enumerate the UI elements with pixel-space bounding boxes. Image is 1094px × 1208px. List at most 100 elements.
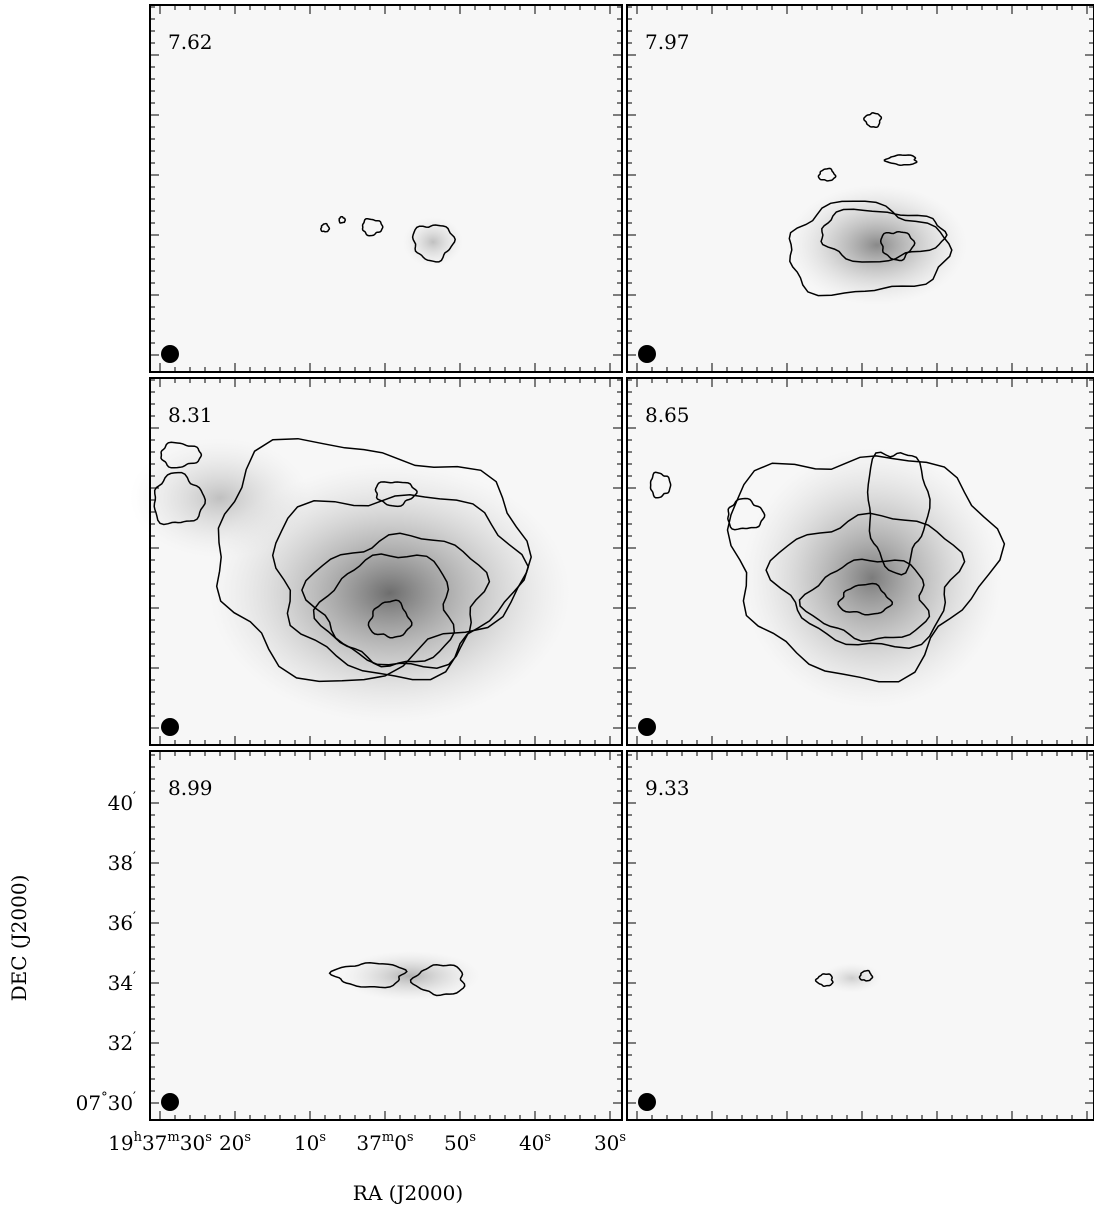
- y-axis-title: DEC (J2000): [7, 875, 31, 1002]
- contour: [649, 471, 672, 499]
- emission: [210, 463, 570, 723]
- contour: [153, 471, 207, 526]
- channel-label: 7.97: [645, 30, 690, 54]
- label-part: ′: [133, 910, 136, 925]
- label-part: 40: [108, 791, 133, 815]
- label-part: ′: [133, 970, 136, 985]
- x-axis-title: RA (J2000): [353, 1181, 463, 1205]
- contour: [879, 230, 916, 262]
- contour: [837, 582, 894, 616]
- label-part: ′: [133, 850, 136, 865]
- contour: [727, 497, 766, 531]
- contour: [765, 512, 966, 649]
- contour: [863, 112, 883, 129]
- x-tick-label: 40s: [519, 1130, 551, 1155]
- label-part: 20: [219, 1131, 244, 1155]
- x-tick-label: 19h37m30s: [108, 1130, 212, 1155]
- label-part: s: [469, 1130, 476, 1145]
- x-tick-label: 50s: [444, 1130, 476, 1155]
- contour: [798, 558, 931, 642]
- label-part: 37: [142, 1131, 167, 1155]
- contour: [312, 553, 456, 668]
- label-part: 30: [594, 1131, 619, 1155]
- emission: [340, 951, 480, 1001]
- panel-frame: [626, 750, 1094, 1121]
- channel-label: 8.31: [168, 403, 213, 427]
- y-tick-label: 32′: [108, 1030, 136, 1055]
- label-part: s: [319, 1130, 326, 1145]
- beam: [638, 1093, 656, 1111]
- channel-panel: 8.65: [626, 377, 1094, 746]
- label-part: 36: [108, 911, 133, 935]
- contour: [858, 969, 874, 982]
- label-part: 38: [108, 851, 133, 875]
- beam: [161, 345, 179, 363]
- label-part: 30: [180, 1131, 205, 1155]
- contour: [409, 963, 466, 997]
- label-part: ′: [133, 790, 136, 805]
- contour: [374, 481, 418, 508]
- panel-background: [150, 751, 622, 1120]
- contour: [361, 218, 384, 237]
- contour: [301, 532, 491, 669]
- channel-label: 8.99: [168, 776, 213, 800]
- x-tick-label: 20s: [219, 1130, 251, 1155]
- panel-frame: [626, 377, 1094, 746]
- panel-frame: [626, 4, 1094, 373]
- label-part: 10: [294, 1131, 319, 1155]
- channel-label: 9.33: [645, 776, 690, 800]
- label-part: s: [244, 1130, 251, 1145]
- contour: [367, 599, 413, 639]
- contour: [866, 451, 931, 576]
- contour: [883, 154, 918, 166]
- y-tick-label: 40′: [108, 790, 136, 815]
- label-part: 37: [356, 1131, 381, 1155]
- x-tick-label: 30s: [594, 1130, 626, 1155]
- contour: [160, 441, 203, 469]
- emission: [787, 185, 967, 305]
- label-part: 40: [519, 1131, 544, 1155]
- channel-panel: 8.99: [149, 750, 623, 1121]
- x-tick-label: 37m0s: [356, 1130, 413, 1155]
- contour: [788, 200, 953, 297]
- y-tick-label: 36′: [108, 910, 136, 935]
- label-part: 07: [76, 1091, 101, 1115]
- label-part: ′: [133, 1030, 136, 1045]
- label-part: h: [134, 1130, 143, 1145]
- label-part: s: [619, 1130, 626, 1145]
- panel-background: [150, 5, 622, 372]
- y-tick-label: 07°30′: [76, 1090, 136, 1115]
- beam: [161, 1093, 179, 1111]
- label-part: 34: [108, 971, 133, 995]
- label-part: s: [544, 1130, 551, 1145]
- label-part: m: [382, 1130, 394, 1145]
- channel-panel: 7.97: [626, 4, 1094, 373]
- channel-label: 8.65: [645, 403, 690, 427]
- label-part: 30: [108, 1091, 133, 1115]
- channel-panel: 8.31: [130, 377, 623, 746]
- emission: [130, 438, 310, 558]
- channel-panel: 7.62: [149, 4, 623, 373]
- contour: [328, 961, 408, 989]
- beam: [161, 718, 179, 736]
- label-part: 32: [108, 1031, 133, 1055]
- panel-frame: [149, 377, 623, 746]
- beam: [638, 718, 656, 736]
- contour: [820, 208, 948, 263]
- contour: [411, 224, 456, 263]
- label-part: 0: [394, 1131, 407, 1155]
- panel-background: [627, 751, 1094, 1120]
- label-part: s: [407, 1130, 414, 1145]
- channel-panel: 9.33: [626, 750, 1094, 1121]
- channel-label: 7.62: [168, 30, 213, 54]
- emission: [742, 448, 1002, 708]
- contour: [814, 973, 834, 987]
- beam: [638, 345, 656, 363]
- x-tick-label: 10s: [294, 1130, 326, 1155]
- label-part: °: [101, 1090, 108, 1105]
- contour: [338, 215, 347, 224]
- label-part: s: [205, 1130, 212, 1145]
- y-tick-label: 34′: [108, 970, 136, 995]
- contour: [817, 167, 837, 182]
- panel-frame: [149, 750, 623, 1121]
